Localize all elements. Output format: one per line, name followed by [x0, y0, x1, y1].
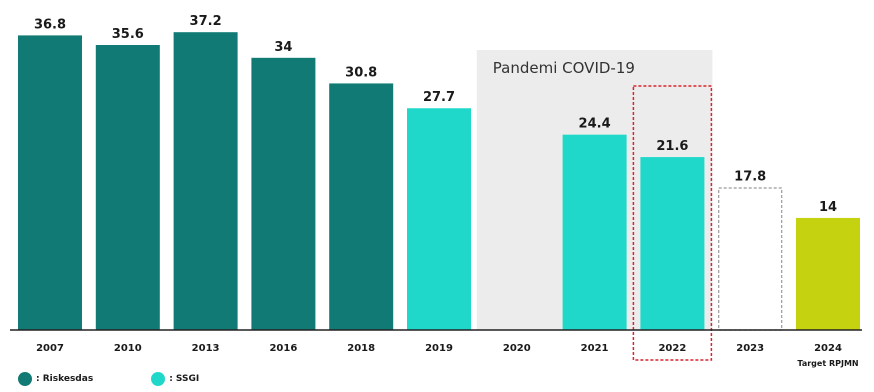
bar-2013 — [173, 32, 238, 331]
value-label-2023: 17.8 — [734, 170, 766, 185]
value-label-2021: 24.4 — [579, 117, 611, 132]
legend-label-riskesdas: : Riskesdas — [36, 374, 94, 384]
x-tick-2010: 2010 — [114, 343, 142, 354]
pandemic-label: Pandemi COVID-19 — [493, 59, 635, 77]
x-tick-2016: 2016 — [269, 343, 297, 354]
x-tick-2020: 2020 — [503, 343, 531, 354]
highlight-box-2022 — [632, 85, 713, 361]
x-tick-2019: 2019 — [425, 343, 453, 354]
bar-2023 — [718, 187, 783, 331]
legend-label-ssgi: : SSGI — [169, 374, 200, 384]
value-label-2024: 14 — [819, 200, 837, 215]
legend: : Riskesdas : SSGI — [18, 372, 199, 386]
value-label-2007: 36.8 — [34, 17, 66, 32]
bar-2007 — [18, 35, 82, 331]
value-label-2019: 27.7 — [423, 90, 455, 105]
x-tick-2022: 2022 — [658, 343, 686, 354]
value-label-2018: 30.8 — [345, 65, 377, 80]
x-tick-2023: 2023 — [736, 343, 764, 354]
bar-2016 — [251, 57, 316, 330]
x-subtick-target: Target RPJMN — [797, 359, 858, 368]
value-label-2022: 21.6 — [656, 139, 688, 154]
legend-swatch-ssgi — [151, 372, 166, 386]
legend-item-ssgi: : SSGI — [151, 372, 199, 386]
bar-2024 — [796, 217, 860, 330]
bar-2019 — [407, 108, 471, 331]
value-label-2016: 34 — [274, 40, 292, 55]
x-tick-2007: 2007 — [36, 343, 64, 354]
x-tick-2013: 2013 — [192, 343, 220, 354]
value-label-2013: 37.2 — [190, 14, 222, 29]
bar-2022 — [640, 157, 705, 330]
bar-2021 — [562, 134, 627, 330]
x-tick-2018: 2018 — [347, 343, 375, 354]
legend-swatch-riskesdas — [18, 372, 32, 386]
x-tick-2021: 2021 — [581, 343, 609, 354]
legend-item-riskesdas: : Riskesdas — [18, 372, 93, 386]
x-tick-2024: 2024 — [814, 343, 842, 354]
value-label-2010: 35.6 — [112, 27, 144, 42]
bar-2010 — [95, 45, 160, 330]
bar-2018 — [329, 83, 394, 330]
